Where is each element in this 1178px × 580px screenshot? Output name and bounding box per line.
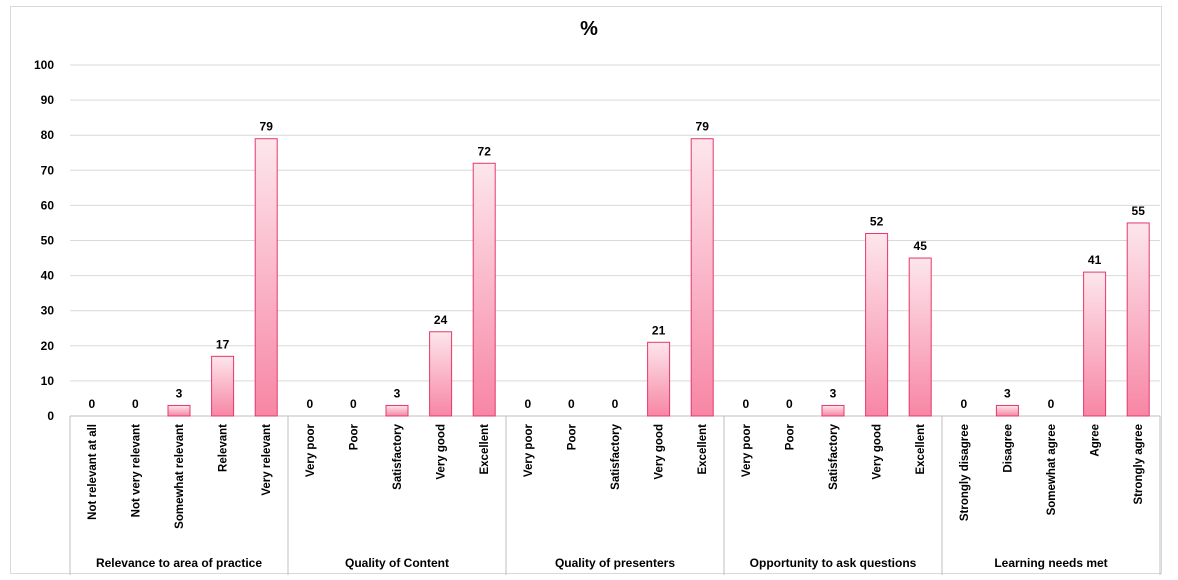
data-label: 24 (434, 313, 448, 327)
category-label: Poor (348, 423, 360, 450)
bar (429, 331, 453, 417)
category-label: Poor (784, 423, 796, 450)
data-label: 79 (696, 120, 710, 134)
data-label: 0 (306, 397, 313, 411)
bar (1126, 222, 1150, 417)
category-label: Excellent (479, 424, 491, 475)
data-label: 0 (568, 397, 575, 411)
data-label: 55 (1132, 204, 1146, 218)
group-label: Quality of presenters (555, 556, 675, 570)
category-label: Not relevant at all (87, 424, 99, 520)
category-label: Relevant (218, 424, 230, 472)
y-tick-label: 10 (41, 374, 55, 388)
category-label: Excellent (915, 424, 927, 475)
data-label: 0 (132, 397, 139, 411)
bar (690, 138, 714, 417)
data-label: 3 (176, 386, 183, 400)
data-label: 0 (786, 397, 793, 411)
y-tick-label: 30 (41, 304, 55, 318)
bar (472, 162, 496, 417)
data-label: 0 (350, 397, 357, 411)
category-label: Strongly agree (1133, 424, 1145, 505)
group-label: Learning needs met (994, 556, 1107, 570)
category-label: Very good (436, 424, 448, 480)
category-label: Agree (1090, 424, 1102, 457)
bar (211, 355, 235, 417)
y-tick-label: 100 (34, 58, 54, 72)
bar (167, 404, 191, 417)
chart-title: % (580, 18, 598, 40)
category-label: Very poor (741, 423, 753, 477)
category-label: Very poor (305, 423, 317, 477)
bar (254, 138, 278, 417)
y-tick-label: 40 (41, 269, 55, 283)
data-label: 0 (1048, 397, 1055, 411)
y-tick-label: 0 (47, 409, 54, 423)
bar (821, 404, 845, 417)
category-label: Not very relevant (130, 424, 142, 517)
data-label: 52 (870, 214, 884, 228)
y-tick-label: 90 (41, 93, 55, 107)
data-label: 0 (960, 397, 967, 411)
data-label: 72 (478, 144, 492, 158)
group-label: Quality of Content (345, 556, 449, 570)
category-label: Satisfactory (610, 423, 622, 489)
data-label: 79 (260, 120, 274, 134)
data-label: 3 (830, 386, 837, 400)
data-label: 41 (1088, 253, 1102, 267)
y-tick-label: 20 (41, 339, 55, 353)
data-label: 21 (652, 323, 666, 337)
group-label: Relevance to area of practice (96, 556, 262, 570)
data-label: 45 (914, 239, 928, 253)
y-tick-label: 80 (41, 128, 55, 142)
category-label: Satisfactory (392, 423, 404, 489)
bar (908, 257, 932, 417)
category-label: Very poor (523, 423, 535, 477)
bar (385, 404, 409, 417)
y-tick-label: 50 (41, 234, 55, 248)
category-label: Very good (872, 424, 884, 480)
bar (1083, 271, 1107, 417)
data-label: 17 (216, 337, 230, 351)
category-label: Poor (566, 423, 578, 450)
category-label: Very relevant (261, 424, 273, 496)
data-label: 0 (88, 397, 95, 411)
category-label: Satisfactory (828, 423, 840, 489)
data-label: 0 (524, 397, 531, 411)
data-label: 3 (394, 386, 401, 400)
category-label: Very good (654, 424, 666, 480)
bar (647, 341, 671, 417)
data-label: 0 (742, 397, 749, 411)
category-label: Excellent (697, 424, 709, 475)
bar (865, 232, 889, 417)
data-label: 0 (612, 397, 619, 411)
category-label: Somewhat relevant (174, 424, 186, 529)
data-label: 3 (1004, 386, 1011, 400)
y-tick-label: 70 (41, 163, 55, 177)
bar (995, 404, 1019, 417)
y-tick-label: 60 (41, 198, 55, 212)
chart-frame (10, 6, 1162, 574)
category-label: Strongly disagree (959, 424, 971, 521)
category-label: Disagree (1002, 424, 1014, 473)
category-label: Somewhat agree (1046, 424, 1058, 515)
group-label: Opportunity to ask questions (750, 556, 917, 570)
